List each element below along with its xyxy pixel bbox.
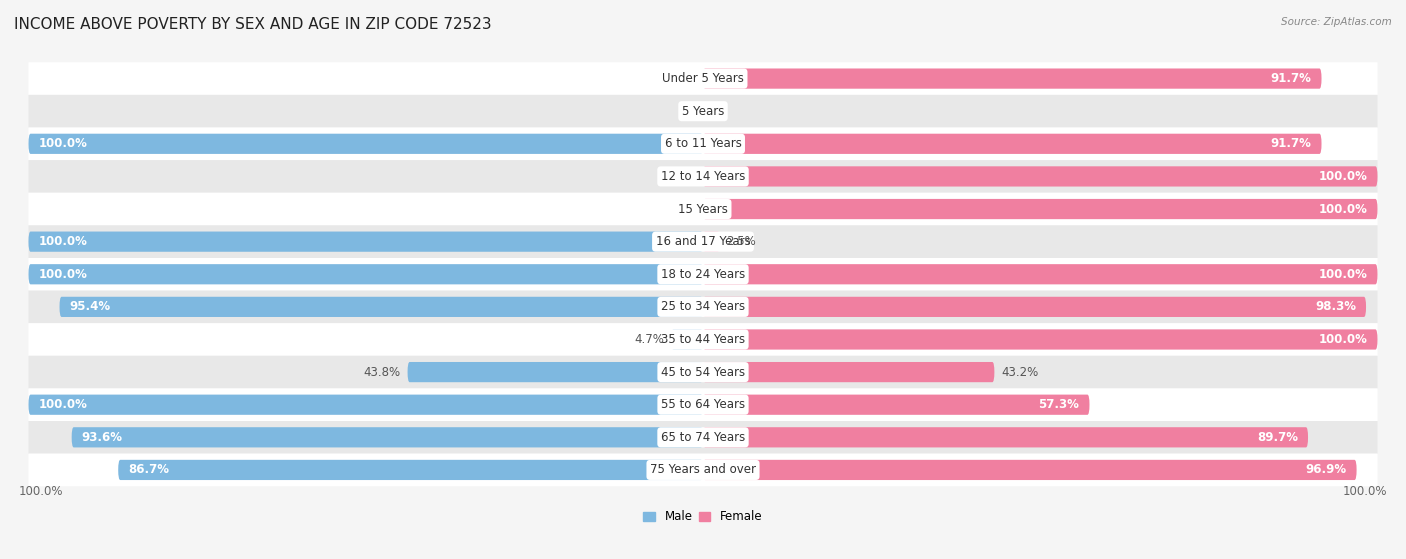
- Text: 75 Years and over: 75 Years and over: [650, 463, 756, 476]
- FancyBboxPatch shape: [118, 460, 703, 480]
- Text: 2.5%: 2.5%: [727, 235, 756, 248]
- FancyBboxPatch shape: [28, 356, 1378, 389]
- Text: 89.7%: 89.7%: [1257, 431, 1298, 444]
- Text: Under 5 Years: Under 5 Years: [662, 72, 744, 85]
- Text: 45 to 54 Years: 45 to 54 Years: [661, 366, 745, 378]
- Text: 25 to 34 Years: 25 to 34 Years: [661, 300, 745, 314]
- FancyBboxPatch shape: [28, 231, 703, 252]
- FancyBboxPatch shape: [703, 427, 1308, 447]
- FancyBboxPatch shape: [671, 329, 703, 349]
- Text: 35 to 44 Years: 35 to 44 Years: [661, 333, 745, 346]
- Text: 100.0%: 100.0%: [38, 138, 87, 150]
- Text: 100.0%: 100.0%: [1319, 202, 1368, 216]
- FancyBboxPatch shape: [28, 454, 1378, 486]
- FancyBboxPatch shape: [703, 297, 1367, 317]
- FancyBboxPatch shape: [28, 323, 1378, 356]
- FancyBboxPatch shape: [703, 329, 1378, 349]
- Text: 4.7%: 4.7%: [634, 333, 665, 346]
- Text: 18 to 24 Years: 18 to 24 Years: [661, 268, 745, 281]
- FancyBboxPatch shape: [703, 362, 994, 382]
- FancyBboxPatch shape: [703, 231, 720, 252]
- Text: 100.0%: 100.0%: [1319, 333, 1368, 346]
- Text: 100.0%: 100.0%: [1319, 268, 1368, 281]
- FancyBboxPatch shape: [28, 127, 1378, 160]
- Text: 16 and 17 Years: 16 and 17 Years: [655, 235, 751, 248]
- Text: 93.6%: 93.6%: [82, 431, 122, 444]
- Text: 100.0%: 100.0%: [38, 268, 87, 281]
- FancyBboxPatch shape: [28, 95, 1378, 127]
- Text: 6 to 11 Years: 6 to 11 Years: [665, 138, 741, 150]
- Text: 5 Years: 5 Years: [682, 105, 724, 118]
- FancyBboxPatch shape: [703, 134, 1322, 154]
- FancyBboxPatch shape: [703, 395, 1090, 415]
- FancyBboxPatch shape: [28, 225, 1378, 258]
- FancyBboxPatch shape: [703, 264, 1378, 285]
- FancyBboxPatch shape: [28, 258, 1378, 291]
- Text: 96.9%: 96.9%: [1305, 463, 1347, 476]
- Text: INCOME ABOVE POVERTY BY SEX AND AGE IN ZIP CODE 72523: INCOME ABOVE POVERTY BY SEX AND AGE IN Z…: [14, 17, 492, 32]
- Text: 43.8%: 43.8%: [364, 366, 401, 378]
- Text: 100.0%: 100.0%: [38, 398, 87, 411]
- Text: 100.0%: 100.0%: [1319, 170, 1368, 183]
- Text: 91.7%: 91.7%: [1271, 138, 1312, 150]
- Legend: Male, Female: Male, Female: [638, 506, 768, 528]
- Text: 12 to 14 Years: 12 to 14 Years: [661, 170, 745, 183]
- FancyBboxPatch shape: [59, 297, 703, 317]
- Text: 100.0%: 100.0%: [1343, 485, 1388, 498]
- Text: 95.4%: 95.4%: [70, 300, 111, 314]
- FancyBboxPatch shape: [28, 291, 1378, 323]
- FancyBboxPatch shape: [28, 389, 1378, 421]
- FancyBboxPatch shape: [28, 62, 1378, 95]
- Text: Source: ZipAtlas.com: Source: ZipAtlas.com: [1281, 17, 1392, 27]
- FancyBboxPatch shape: [703, 460, 1357, 480]
- Text: 65 to 74 Years: 65 to 74 Years: [661, 431, 745, 444]
- FancyBboxPatch shape: [28, 264, 703, 285]
- Text: 55 to 64 Years: 55 to 64 Years: [661, 398, 745, 411]
- Text: 57.3%: 57.3%: [1039, 398, 1080, 411]
- FancyBboxPatch shape: [703, 199, 1378, 219]
- FancyBboxPatch shape: [28, 134, 703, 154]
- FancyBboxPatch shape: [28, 421, 1378, 454]
- FancyBboxPatch shape: [408, 362, 703, 382]
- FancyBboxPatch shape: [72, 427, 703, 447]
- FancyBboxPatch shape: [703, 69, 1322, 89]
- FancyBboxPatch shape: [28, 160, 1378, 193]
- Text: 100.0%: 100.0%: [18, 485, 63, 498]
- Text: 91.7%: 91.7%: [1271, 72, 1312, 85]
- Text: 15 Years: 15 Years: [678, 202, 728, 216]
- Text: 43.2%: 43.2%: [1001, 366, 1039, 378]
- FancyBboxPatch shape: [28, 193, 1378, 225]
- Text: 100.0%: 100.0%: [38, 235, 87, 248]
- Text: 86.7%: 86.7%: [128, 463, 169, 476]
- FancyBboxPatch shape: [28, 395, 703, 415]
- FancyBboxPatch shape: [703, 167, 1378, 187]
- Text: 98.3%: 98.3%: [1315, 300, 1355, 314]
